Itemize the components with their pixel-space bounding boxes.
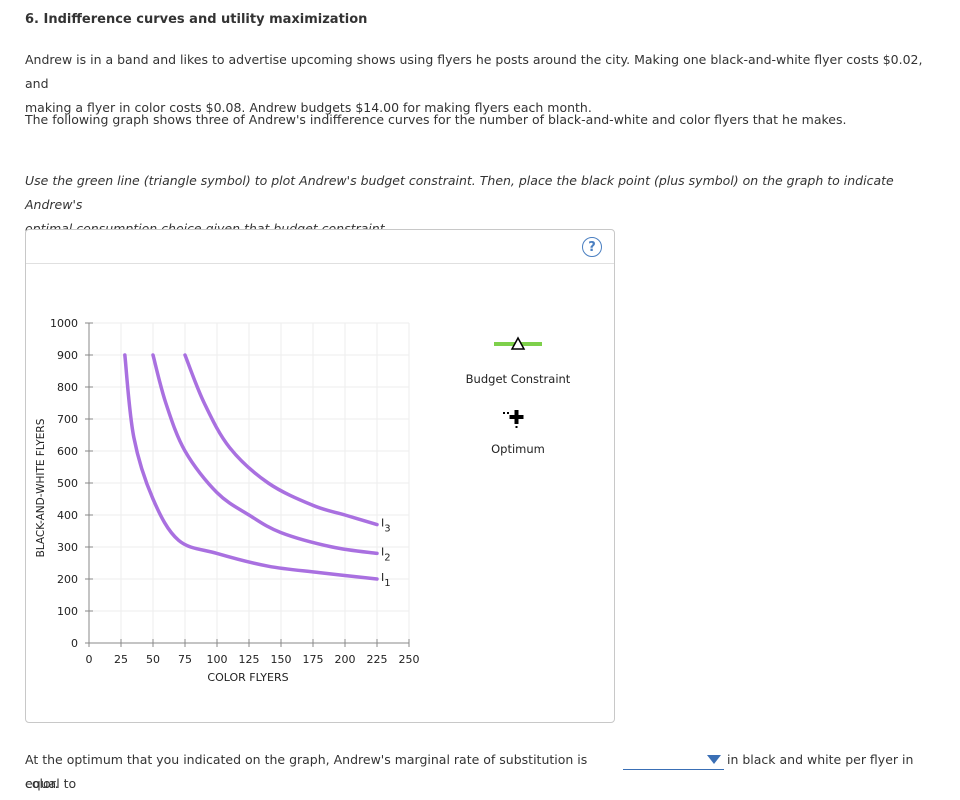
help-icon[interactable]: ? — [582, 237, 602, 257]
optimum-label: Optimum — [491, 442, 545, 456]
optimum-tool[interactable] — [503, 410, 524, 428]
curve-labels: I1 I2 I3 — [381, 517, 391, 589]
y-tick-label: 700 — [57, 413, 78, 426]
x-tick-label: 0 — [86, 653, 93, 666]
y-tick-label: 300 — [57, 541, 78, 554]
y-tick-label: 900 — [57, 349, 78, 362]
curve-i2 — [151, 353, 379, 556]
budget-constraint-label: Budget Constraint — [465, 372, 571, 386]
x-tick-label: 150 — [271, 653, 292, 666]
curve-label-i3: I3 — [381, 517, 391, 535]
y-tick-label: 800 — [57, 381, 78, 394]
x-tick-label: 200 — [335, 653, 356, 666]
x-tick-label: 100 — [207, 653, 228, 666]
y-tick-label: 500 — [57, 477, 78, 490]
curve-i3 — [183, 353, 379, 527]
indifference-chart[interactable]: 0 25 50 75 100 125 150 175 200 225 250 0 100 200 300 40… — [26, 230, 616, 724]
plus-icon-bar — [509, 415, 524, 419]
x-tick-label: 225 — [367, 653, 388, 666]
mrs-dropdown[interactable] — [623, 750, 724, 770]
x-tick-label: 125 — [239, 653, 260, 666]
curve-label-i2: I2 — [381, 545, 391, 563]
x-tick-label: 250 — [399, 653, 420, 666]
panel-divider — [26, 263, 614, 264]
y-tick-label: 0 — [71, 637, 78, 650]
curve-i1 — [123, 353, 379, 581]
budget-constraint-tool[interactable] — [494, 336, 542, 350]
chart-ticks: 0 25 50 75 100 125 150 175 200 225 250 0 100 200 300 40… — [50, 317, 420, 666]
intro-text: Andrew is in a band and likes to adverti… — [25, 48, 940, 120]
y-axis-label: BLACK-AND-WHITE FLYERS — [35, 418, 47, 557]
y-tick-label: 100 — [57, 605, 78, 618]
footer-text-before: At the optimum that you indicated on the… — [25, 752, 588, 791]
indifference-curves — [123, 353, 379, 581]
instruction-line-1: Use the green line (triangle symbol) to … — [25, 173, 894, 212]
graph-panel: ? 0 25 50 75 100 125 150 175 200 225 250 0 100 200 300… — [25, 229, 615, 723]
y-tick-label: 200 — [57, 573, 78, 586]
curve-label-i1: I1 — [381, 571, 391, 589]
y-tick-label: 1000 — [50, 317, 78, 330]
x-tick-label: 50 — [146, 653, 160, 666]
intro-line-1: Andrew is in a band and likes to adverti… — [25, 52, 923, 91]
graph-intro: The following graph shows three of Andre… — [25, 112, 847, 127]
y-tick-label: 600 — [57, 445, 78, 458]
chevron-down-icon — [707, 755, 721, 764]
triangle-icon — [510, 336, 526, 350]
x-axis-label: COLOR FLYERS — [207, 671, 288, 684]
intro-line-2: making a flyer in color costs $0.08. And… — [25, 100, 592, 115]
question-title: 6. Indifference curves and utility maxim… — [25, 12, 368, 27]
x-tick-label: 75 — [178, 653, 192, 666]
footer-text-line2: color. — [25, 776, 59, 791]
x-tick-label: 25 — [114, 653, 128, 666]
y-tick-label: 400 — [57, 509, 78, 522]
x-tick-label: 175 — [303, 653, 324, 666]
footer-text-after: in black and white per flyer in — [727, 752, 914, 767]
chart-grid — [89, 322, 410, 643]
